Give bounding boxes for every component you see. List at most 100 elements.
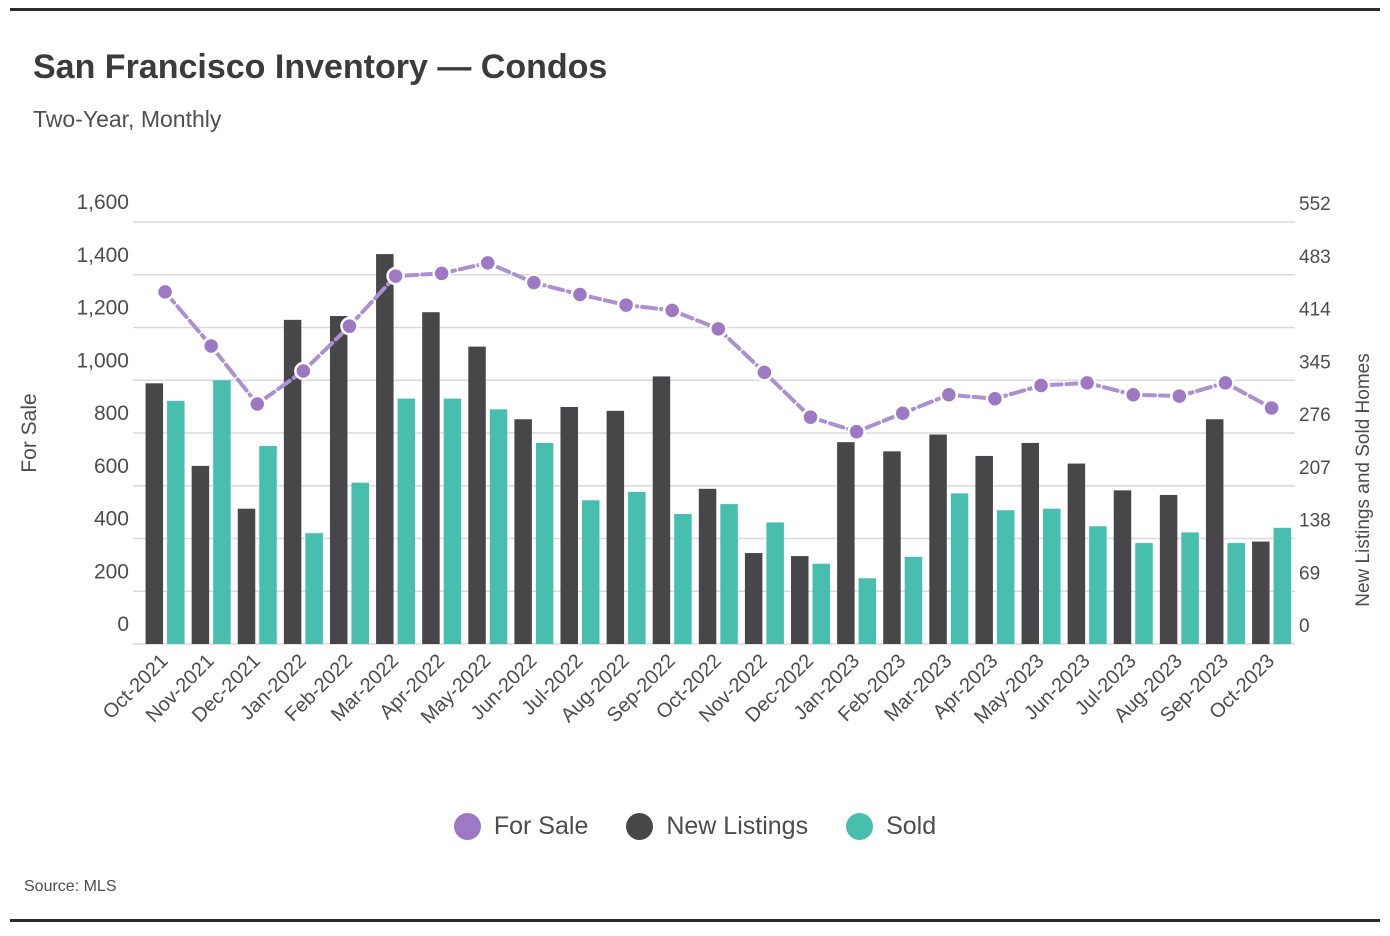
bar-sold <box>167 400 185 644</box>
for-sale-point <box>985 389 1005 408</box>
bottom-rule <box>10 919 1380 922</box>
legend-swatch-icon <box>626 813 654 840</box>
for-sale-point <box>662 301 682 320</box>
bar-new-listings <box>975 455 993 644</box>
legend-label: New Listings <box>666 812 809 840</box>
bar-new-listings <box>837 442 855 644</box>
for-sale-point <box>570 285 590 304</box>
bar-sold <box>259 445 277 644</box>
bar-sold <box>1227 543 1245 644</box>
bar-sold <box>1043 508 1061 644</box>
right-axis-tick-label: 414 <box>1299 300 1331 321</box>
bar-new-listings <box>376 254 394 644</box>
bar-sold <box>1089 526 1107 644</box>
bar-sold <box>720 504 738 644</box>
legend-item-for-sale: For Sale <box>453 812 588 841</box>
bar-new-listings <box>514 419 532 644</box>
right-axis-tick-label: 69 <box>1299 563 1320 584</box>
for-sale-point <box>1031 376 1051 395</box>
for-sale-point <box>1216 373 1235 393</box>
bar-new-listings <box>560 407 578 644</box>
bar-new-listings <box>191 465 210 644</box>
bar-new-listings <box>1159 494 1178 644</box>
bar-sold <box>489 409 508 644</box>
bar-sold <box>443 398 462 644</box>
for-sale-point <box>432 264 451 283</box>
bar-new-listings <box>468 346 486 644</box>
bar-new-listings <box>1113 490 1132 644</box>
for-sale-point <box>755 363 774 382</box>
left-axis-title: For Sale <box>18 393 41 472</box>
bar-sold <box>950 493 969 644</box>
bar-new-listings <box>237 508 256 644</box>
bar-sold <box>535 442 554 644</box>
bar-new-listings <box>791 556 809 644</box>
bar-new-listings <box>283 319 302 644</box>
bar-sold <box>812 563 831 644</box>
right-axis-tick-label: 138 <box>1299 511 1331 532</box>
bar-sold <box>581 500 600 644</box>
legend: For Sale New Listings Sold <box>0 812 1390 841</box>
right-axis-tick-label: 0 <box>1299 616 1310 637</box>
for-sale-point <box>155 282 175 302</box>
left-axis-tick-label: 1,000 <box>76 349 129 372</box>
left-axis-tick-label: 1,400 <box>76 244 129 267</box>
bar-sold <box>351 482 369 644</box>
bar-sold <box>674 514 692 644</box>
for-sale-point <box>248 394 267 414</box>
for-sale-point <box>294 361 313 381</box>
left-axis-tick-label: 1,600 <box>76 191 129 214</box>
for-sale-point <box>478 253 498 273</box>
right-axis-tick-label: 207 <box>1299 458 1331 479</box>
bar-new-listings <box>1067 463 1086 644</box>
bar-sold <box>996 510 1015 644</box>
for-sale-point <box>340 316 359 336</box>
right-axis-title: New Listings and Sold Homes <box>1353 353 1374 606</box>
left-axis-tick-label: 800 <box>94 402 129 425</box>
right-axis-tick-label: 483 <box>1299 247 1331 268</box>
for-sale-point <box>893 403 912 423</box>
for-sale-point <box>1077 373 1097 393</box>
right-axis-tick-label: 276 <box>1299 405 1331 426</box>
bar-new-listings <box>883 451 901 644</box>
bar-sold <box>1135 543 1153 644</box>
for-sale-point <box>801 407 820 427</box>
for-sale-point <box>524 273 544 292</box>
bar-sold <box>1273 527 1292 644</box>
for-sale-point <box>939 385 959 405</box>
bar-new-listings <box>698 488 717 644</box>
bar-new-listings <box>1252 541 1270 644</box>
bar-new-listings <box>1205 419 1224 644</box>
bar-sold <box>397 398 416 644</box>
for-sale-point <box>1170 386 1189 406</box>
bar-new-listings <box>652 376 671 644</box>
bar-sold <box>904 556 923 644</box>
legend-item-sold: Sold <box>846 812 936 841</box>
bar-new-listings <box>929 434 947 644</box>
for-sale-point <box>1262 398 1281 418</box>
page-subtitle: Two-Year, Monthly <box>33 106 222 132</box>
page-title: San Francisco Inventory — Condos <box>33 48 608 86</box>
bar-sold <box>1181 532 1199 644</box>
bar-sold <box>305 533 323 644</box>
bar-sold <box>213 380 231 644</box>
bar-new-listings <box>145 383 164 644</box>
legend-item-new-listings: New Listings <box>626 812 808 841</box>
right-axis-tick-label: 345 <box>1299 352 1331 373</box>
bar-sold <box>628 491 646 644</box>
bar-new-listings <box>422 312 440 644</box>
bar-sold <box>858 578 877 644</box>
bar-new-listings <box>744 553 763 644</box>
for-sale-point <box>616 295 636 315</box>
for-sale-point <box>847 422 866 441</box>
for-sale-point <box>1123 385 1143 405</box>
for-sale-point <box>201 336 221 356</box>
left-axis-tick-label: 1,200 <box>76 297 129 320</box>
bar-new-listings <box>1021 442 1040 644</box>
left-axis-tick-label: 0 <box>117 613 129 636</box>
left-axis-tick-label: 200 <box>94 560 129 583</box>
left-axis-tick-label: 400 <box>94 508 129 531</box>
for-sale-point <box>709 319 728 339</box>
legend-swatch-icon <box>846 813 874 840</box>
bar-new-listings <box>606 410 625 644</box>
